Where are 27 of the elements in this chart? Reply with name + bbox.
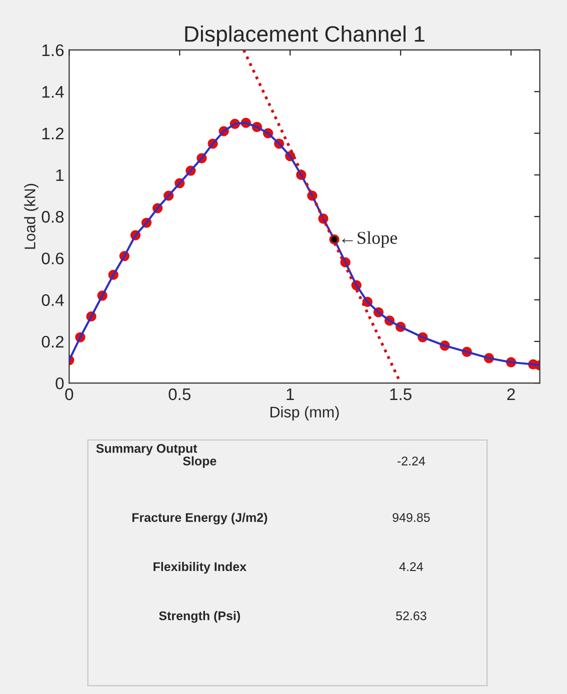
text: 4.24 bbox=[399, 562, 424, 571]
y-tick-label: 1 bbox=[56, 169, 64, 181]
text: -2.24 bbox=[398, 456, 426, 466]
text: Slope bbox=[182, 456, 216, 468]
text: Fracture Energy (J/m2) bbox=[132, 512, 268, 524]
text: Summary Output bbox=[96, 444, 198, 456]
y-tick-label: 1.4 bbox=[42, 86, 64, 98]
annotation: ←Slope bbox=[342, 231, 398, 248]
y-axis-title: Load (kN) bbox=[24, 184, 38, 249]
y-tick-label: 1.6 bbox=[42, 44, 64, 56]
x-axis-title: Disp (mm) bbox=[270, 406, 339, 421]
text: 52.63 bbox=[396, 611, 426, 620]
x-tick-label: 0.5 bbox=[168, 388, 191, 400]
text: 949.85 bbox=[392, 513, 430, 522]
y-tick-label: 0.4 bbox=[42, 294, 64, 306]
y-tick-label: 1.2 bbox=[42, 128, 64, 140]
chart-title: Displacement Channel 1 bbox=[185, 26, 424, 46]
y-tick-label: 0.2 bbox=[42, 336, 64, 348]
y-tick-label: 0 bbox=[56, 377, 64, 390]
text: Strength (Psi) bbox=[159, 611, 240, 623]
text: Flexibility Index bbox=[154, 562, 246, 574]
y-tick-label: 0.8 bbox=[42, 210, 64, 223]
x-tick-label: 2 bbox=[507, 388, 515, 400]
y-tick-label: 0.6 bbox=[42, 252, 64, 264]
x-tick-label: 0 bbox=[65, 388, 74, 400]
x-tick-label: 1 bbox=[286, 388, 294, 400]
x-tick-label: 1.5 bbox=[390, 388, 412, 400]
